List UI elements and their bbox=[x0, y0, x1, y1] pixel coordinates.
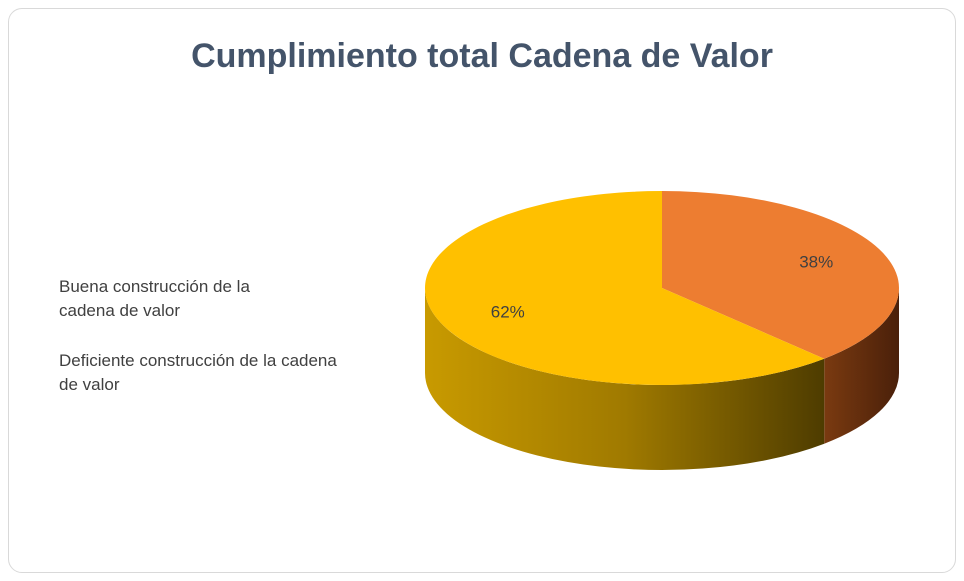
slice-side bbox=[425, 288, 825, 470]
data-label: 38% bbox=[799, 252, 833, 271]
chart-title: Cumplimiento total Cadena de Valor bbox=[191, 37, 773, 75]
legend-entry: Deficiente construcción de la cadena de … bbox=[59, 351, 337, 394]
pie: 38% 62% bbox=[424, 191, 899, 470]
slice bbox=[424, 191, 825, 385]
slice-side bbox=[824, 288, 899, 444]
chart-card: Cumplimiento total Cadena de Valor Buena… bbox=[8, 8, 956, 573]
slice bbox=[662, 191, 899, 359]
legend-entry: Buena construcción de la cadena de valor bbox=[59, 277, 250, 320]
data-label: 62% bbox=[491, 302, 525, 321]
